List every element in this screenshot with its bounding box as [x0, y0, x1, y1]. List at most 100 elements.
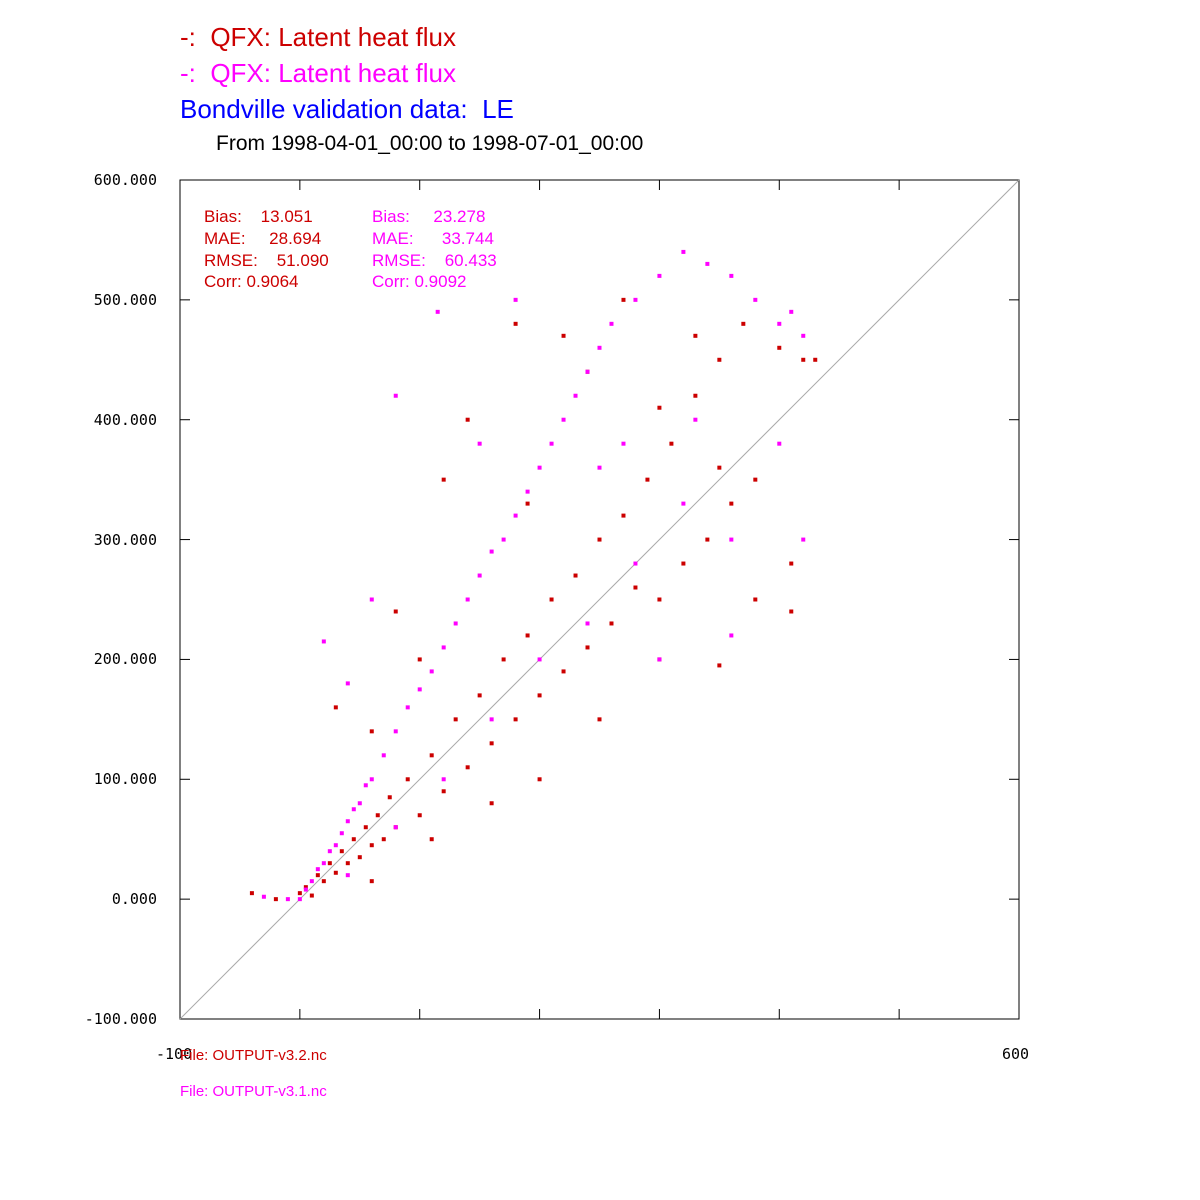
data-point-series1	[453, 717, 458, 722]
data-point-series2	[489, 717, 494, 722]
data-point-series1	[669, 441, 674, 446]
data-point-series1	[363, 825, 368, 830]
data-point-series2	[339, 831, 344, 836]
data-point-series2	[381, 753, 386, 758]
date-range: From 1998-04-01_00:00 to 1998-07-01_00:0…	[216, 132, 644, 155]
data-point-series1	[633, 585, 638, 590]
data-point-series2	[525, 489, 530, 494]
data-point-series2	[801, 537, 806, 542]
data-point-series2	[303, 887, 308, 892]
data-point-series2	[309, 879, 314, 884]
data-point-series1	[489, 801, 494, 806]
data-point-series2	[585, 369, 590, 374]
data-point-series2	[657, 657, 662, 662]
data-point-series1	[573, 573, 578, 578]
data-point-series2	[801, 333, 806, 338]
data-point-series2	[393, 393, 398, 398]
data-point-series1	[789, 561, 794, 566]
data-point-series1	[525, 633, 530, 638]
data-point-series2	[597, 465, 602, 470]
data-point-series1	[333, 870, 338, 875]
title-series2: -: QFX: Latent heat flux	[180, 58, 457, 88]
data-point-series2	[729, 273, 734, 278]
title-series1: -: QFX: Latent heat flux	[180, 22, 457, 52]
data-point-series2	[633, 561, 638, 566]
y-tick-label: 100.000	[93, 770, 157, 789]
data-point-series2	[777, 321, 782, 326]
data-point-series2	[681, 501, 686, 506]
data-point-series2	[729, 537, 734, 542]
stat-bias-1: Bias: 13.051	[204, 207, 313, 226]
stat-rmse-2: RMSE: 60.433	[372, 251, 497, 270]
data-point-series2	[261, 894, 266, 899]
data-point-series1	[501, 657, 506, 662]
data-point-series2	[345, 681, 350, 686]
data-point-series1	[273, 897, 278, 902]
stat-bias-2: Bias: 23.278	[372, 207, 486, 226]
data-point-series2	[327, 849, 332, 854]
data-point-series2	[453, 621, 458, 626]
data-point-series1	[417, 813, 422, 818]
stat-mae-2: MAE: 33.744	[372, 229, 494, 248]
y-tick-label: 400.000	[93, 410, 157, 429]
data-point-series2	[621, 441, 626, 446]
data-point-series1	[477, 693, 482, 698]
data-point-series1	[429, 837, 434, 842]
data-point-series1	[351, 837, 356, 842]
data-point-series2	[363, 783, 368, 788]
data-point-series1	[369, 879, 374, 884]
data-point-series1	[441, 789, 446, 794]
stat-mae-1: MAE: 28.694	[204, 229, 322, 248]
y-tick-label: 600.000	[93, 171, 157, 189]
data-point-series2	[789, 309, 794, 314]
data-point-series1	[513, 717, 518, 722]
data-point-series1	[753, 477, 758, 482]
data-point-series1	[537, 777, 542, 782]
stat-corr-1: Corr: 0.9064	[204, 272, 299, 291]
data-point-series2	[297, 897, 302, 902]
data-point-series2	[477, 441, 482, 446]
data-point-series2	[573, 393, 578, 398]
data-point-series2	[315, 867, 320, 872]
data-point-series2	[561, 417, 566, 422]
data-point-series1	[525, 501, 530, 506]
data-point-series1	[537, 693, 542, 698]
data-point-series1	[327, 861, 332, 866]
data-point-series1	[333, 705, 338, 710]
y-tick-label: -100.000	[84, 1010, 157, 1028]
data-point-series1	[597, 537, 602, 542]
data-point-series1	[561, 669, 566, 674]
data-point-series1	[381, 837, 386, 842]
data-point-series2	[345, 873, 350, 878]
data-point-series2	[597, 345, 602, 350]
data-point-series1	[297, 891, 302, 896]
data-point-series1	[717, 663, 722, 668]
data-point-series1	[729, 501, 734, 506]
data-point-series1	[609, 621, 614, 626]
data-point-series1	[489, 741, 494, 746]
data-point-series1	[813, 357, 818, 362]
data-point-series1	[657, 405, 662, 410]
data-point-series2	[705, 261, 710, 266]
data-point-series2	[369, 777, 374, 782]
data-point-series1	[309, 893, 314, 898]
data-point-series1	[801, 357, 806, 362]
data-point-series2	[393, 825, 398, 830]
data-point-series2	[585, 621, 590, 626]
data-point-series1	[465, 765, 470, 770]
data-point-series1	[561, 333, 566, 338]
data-point-series2	[351, 807, 356, 812]
data-point-series2	[417, 687, 422, 692]
data-point-series2	[753, 297, 758, 302]
data-point-series2	[369, 597, 374, 602]
data-point-series1	[321, 879, 326, 884]
stat-rmse-1: RMSE: 51.090	[204, 251, 329, 270]
data-point-series2	[681, 249, 686, 254]
data-point-series1	[597, 717, 602, 722]
data-point-series1	[357, 855, 362, 860]
data-point-series1	[717, 465, 722, 470]
data-point-series2	[285, 897, 290, 902]
data-point-series2	[345, 819, 350, 824]
data-point-series1	[693, 333, 698, 338]
